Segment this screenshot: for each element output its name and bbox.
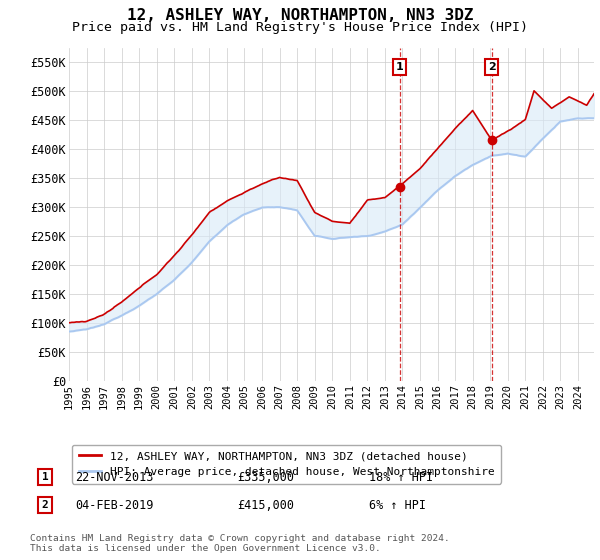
Text: £415,000: £415,000 xyxy=(237,498,294,512)
Text: Price paid vs. HM Land Registry's House Price Index (HPI): Price paid vs. HM Land Registry's House … xyxy=(72,21,528,34)
Text: 04-FEB-2019: 04-FEB-2019 xyxy=(75,498,154,512)
Text: 6% ↑ HPI: 6% ↑ HPI xyxy=(369,498,426,512)
Text: 1: 1 xyxy=(395,62,403,72)
Text: £335,000: £335,000 xyxy=(237,470,294,484)
Text: 2: 2 xyxy=(488,62,496,72)
Legend: 12, ASHLEY WAY, NORTHAMPTON, NN3 3DZ (detached house), HPI: Average price, detac: 12, ASHLEY WAY, NORTHAMPTON, NN3 3DZ (de… xyxy=(72,445,501,483)
Text: 18% ↑ HPI: 18% ↑ HPI xyxy=(369,470,433,484)
Text: 22-NOV-2013: 22-NOV-2013 xyxy=(75,470,154,484)
Text: Contains HM Land Registry data © Crown copyright and database right 2024.
This d: Contains HM Land Registry data © Crown c… xyxy=(30,534,450,553)
Text: 12, ASHLEY WAY, NORTHAMPTON, NN3 3DZ: 12, ASHLEY WAY, NORTHAMPTON, NN3 3DZ xyxy=(127,8,473,24)
Text: 1: 1 xyxy=(41,472,49,482)
Text: 2: 2 xyxy=(41,500,49,510)
